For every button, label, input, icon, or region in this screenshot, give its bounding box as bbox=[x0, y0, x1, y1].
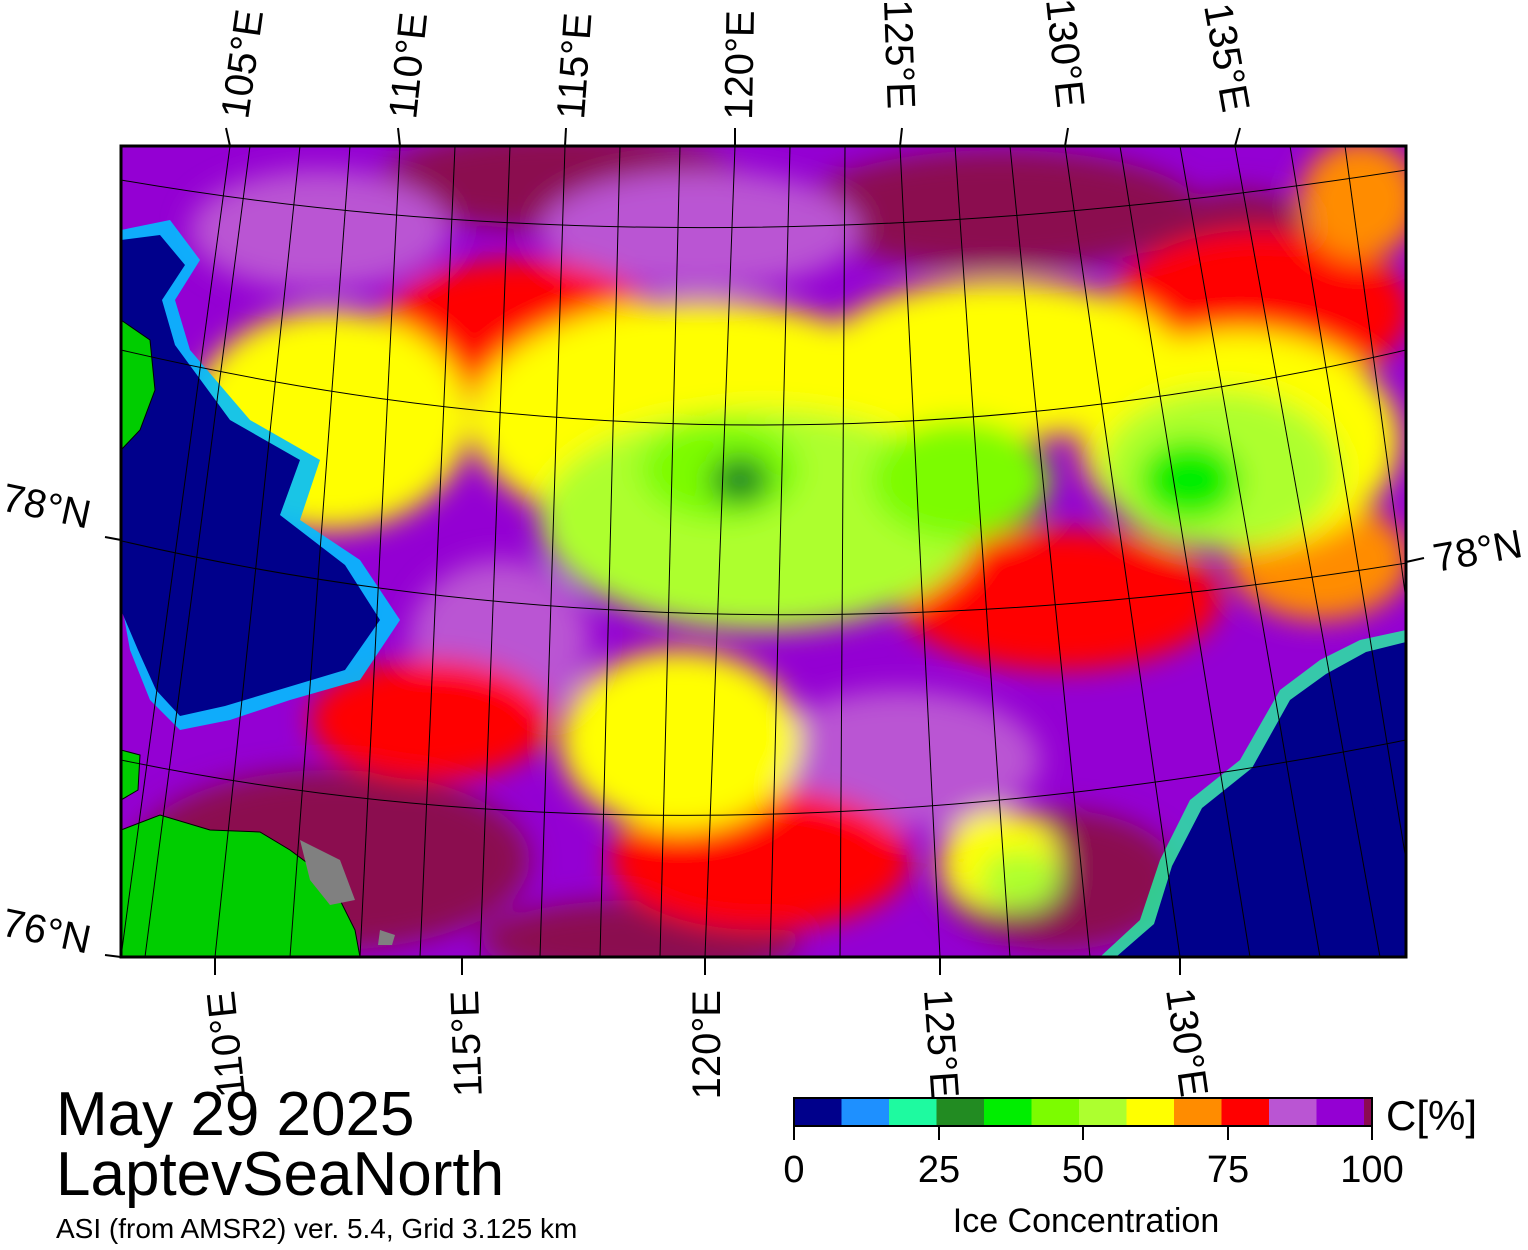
top-lon-label-125: 125°E bbox=[875, 0, 923, 110]
top-lon-label-135: 135°E bbox=[1195, 0, 1257, 115]
top-lon-label-120: 120°E bbox=[717, 10, 763, 120]
colorbar-swatch bbox=[984, 1098, 1032, 1126]
left-lat-label-76: 76°N bbox=[0, 901, 95, 963]
colorbar-swatch bbox=[1221, 1098, 1270, 1126]
bottom-lon-label-115: 115°E bbox=[443, 990, 491, 1098]
colorbar-swatch bbox=[889, 1098, 937, 1126]
colorbar-tick-50: 50 bbox=[1061, 1149, 1105, 1191]
bottom-lon-label-130: 130°E bbox=[1157, 985, 1216, 1099]
bottom-lon-label-120: 120°E bbox=[685, 990, 729, 1099]
colorbar-swatch bbox=[1126, 1098, 1175, 1126]
map-region: LaptevSeaNorth bbox=[56, 1140, 505, 1209]
colorbar-swatch bbox=[1269, 1098, 1317, 1126]
colorbar-tick-0: 0 bbox=[783, 1149, 805, 1191]
bottom-lon-label-125: 125°E bbox=[915, 988, 967, 1100]
colorbar-swatch bbox=[1174, 1098, 1222, 1126]
top-lon-label-130: 130°E bbox=[1037, 0, 1092, 110]
colorbar-tick-25: 25 bbox=[917, 1149, 961, 1191]
map-border bbox=[119, 144, 1408, 959]
right-lat-label-78: 78°N bbox=[1430, 522, 1526, 581]
left-lat-label-78: 78°N bbox=[0, 476, 95, 538]
top-lon-label-105: 105°E bbox=[213, 7, 272, 121]
top-lon-label-115: 115°E bbox=[549, 11, 600, 120]
top-lon-label-110: 110°E bbox=[381, 10, 436, 120]
colorbar-swatch bbox=[794, 1098, 842, 1126]
colorbar-swatch bbox=[1079, 1098, 1127, 1126]
colorbar bbox=[794, 1098, 1372, 1126]
colorbar-swatch bbox=[1316, 1098, 1365, 1126]
colorbar-swatch bbox=[1031, 1098, 1080, 1126]
colorbar-unit: C[%] bbox=[1386, 1092, 1478, 1139]
map-date: May 29 2025 bbox=[56, 1080, 415, 1149]
colorbar-swatch bbox=[841, 1098, 890, 1126]
colorbar-tick-100: 100 bbox=[1340, 1149, 1404, 1191]
colorbar-swatch bbox=[1364, 1098, 1372, 1126]
colorbar-swatch bbox=[936, 1098, 985, 1126]
colorbar-tick-75: 75 bbox=[1206, 1149, 1250, 1191]
colorbar-title: Ice Concentration bbox=[952, 1202, 1220, 1240]
map-source: ASI (from AMSR2) ver. 5.4, Grid 3.125 km bbox=[56, 1213, 578, 1244]
